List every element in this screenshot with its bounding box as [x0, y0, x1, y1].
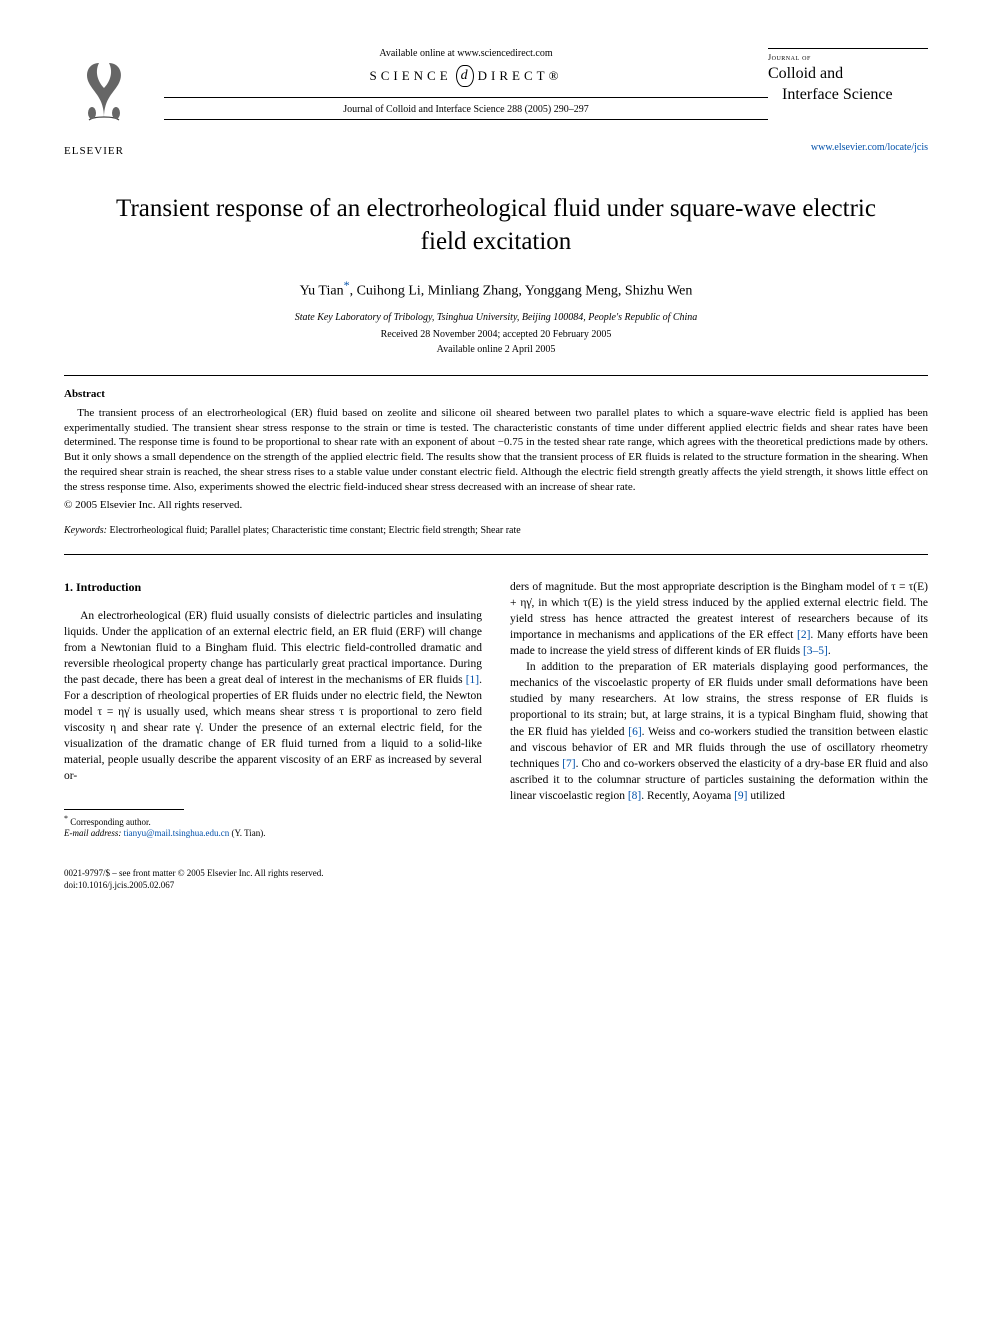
footer-doi-line: doi:10.1016/j.jcis.2005.02.067 — [64, 880, 928, 892]
journal-url-link[interactable]: www.elsevier.com/locate/jcis — [768, 142, 928, 153]
citation-link-3-5[interactable]: [3–5] — [803, 645, 828, 657]
email-link[interactable]: tianyu@mail.tsinghua.edu.cn — [124, 828, 230, 838]
journal-reference: Journal of Colloid and Interface Science… — [164, 104, 768, 115]
intro-paragraph-1: An electrorheological (ER) fluid usually… — [64, 608, 482, 785]
abstract-top-rule — [64, 375, 928, 376]
citation-link-2[interactable]: [2] — [797, 629, 810, 641]
header-rule-top — [164, 97, 768, 98]
intro-paragraph-2: In addition to the preparation of ER mat… — [510, 659, 928, 804]
section-heading-intro: 1. Introduction — [64, 579, 482, 596]
footnote-rule — [64, 809, 184, 810]
email-label: E-mail address: — [64, 828, 121, 838]
body-columns: 1. Introduction An electrorheological (E… — [64, 579, 928, 840]
column-right: ders of magnitude. But the most appropri… — [510, 579, 928, 840]
sciencedirect-logo: SCIENCE DIRECT® — [164, 65, 768, 87]
journal-title-block: Journal of Colloid and Interface Science… — [768, 48, 928, 153]
available-online-text: Available online at www.sciencedirect.co… — [164, 48, 768, 59]
citation-link-8[interactable]: [8] — [628, 790, 641, 802]
sd-circle-icon — [456, 65, 474, 87]
keywords-line: Keywords: Electrorheological fluid; Para… — [64, 525, 928, 536]
page-footer: 0021-9797/$ – see front matter © 2005 El… — [64, 868, 928, 891]
citation-link-9[interactable]: [9] — [734, 790, 747, 802]
intro-p1-a: An electrorheological (ER) fluid usually… — [64, 610, 482, 686]
affiliation: State Key Laboratory of Tribology, Tsing… — [64, 312, 928, 323]
article-title: Transient response of an electrorheologi… — [104, 193, 888, 258]
author-list: Yu Tian*, Cuihong Li, Minliang Zhang, Yo… — [64, 278, 928, 300]
abstract-text: The transient process of an electrorheol… — [64, 406, 928, 495]
keywords-text: Electrorheological fluid; Parallel plate… — [107, 525, 521, 536]
authors-rest: , Cuihong Li, Minliang Zhang, Yonggang M… — [350, 284, 693, 299]
intro-paragraph-1-cont: ders of magnitude. But the most appropri… — [510, 579, 928, 659]
keywords-label: Keywords: — [64, 525, 107, 536]
header-rule-bottom — [164, 119, 768, 120]
elsevier-tree-icon — [64, 48, 144, 138]
sd-left: SCIENCE — [370, 68, 452, 84]
publisher-name: ELSEVIER — [64, 145, 164, 157]
footnote-star-icon: * — [64, 814, 68, 823]
corresponding-label: Corresponding author. — [70, 817, 151, 827]
journal-name-line1: Colloid and — [768, 64, 928, 83]
intro-p1c-c: . — [828, 645, 831, 657]
intro-p2-d: . Recently, Aoyama — [641, 790, 734, 802]
intro-p1-b: . For a description of rheological prope… — [64, 674, 482, 783]
journal-small-label: Journal of — [768, 53, 928, 62]
publisher-logo-block: ELSEVIER — [64, 48, 164, 157]
email-author-name: (Y. Tian). — [229, 828, 265, 838]
citation-link-7[interactable]: [7] — [562, 758, 575, 770]
citation-link-1[interactable]: [1] — [466, 674, 479, 686]
abstract-bottom-rule — [64, 554, 928, 555]
footer-issn-line: 0021-9797/$ – see front matter © 2005 El… — [64, 868, 928, 880]
author-corresponding: Yu Tian — [300, 284, 344, 299]
available-online-date: Available online 2 April 2005 — [64, 344, 928, 355]
journal-header: ELSEVIER Available online at www.science… — [64, 48, 928, 157]
abstract-copyright: © 2005 Elsevier Inc. All rights reserved… — [64, 499, 928, 511]
header-center: Available online at www.sciencedirect.co… — [164, 48, 768, 124]
sd-right: DIRECT® — [478, 68, 563, 84]
intro-p2-e: utilized — [748, 790, 785, 802]
abstract-heading: Abstract — [64, 388, 928, 400]
abstract-body: The transient process of an electrorheol… — [64, 406, 928, 495]
column-left: 1. Introduction An electrorheological (E… — [64, 579, 482, 840]
citation-link-6[interactable]: [6] — [628, 726, 641, 738]
received-accepted-dates: Received 28 November 2004; accepted 20 F… — [64, 329, 928, 340]
corresponding-footnote: * Corresponding author. E-mail address: … — [64, 814, 482, 840]
journal-name-line2: Interface Science — [768, 85, 928, 104]
